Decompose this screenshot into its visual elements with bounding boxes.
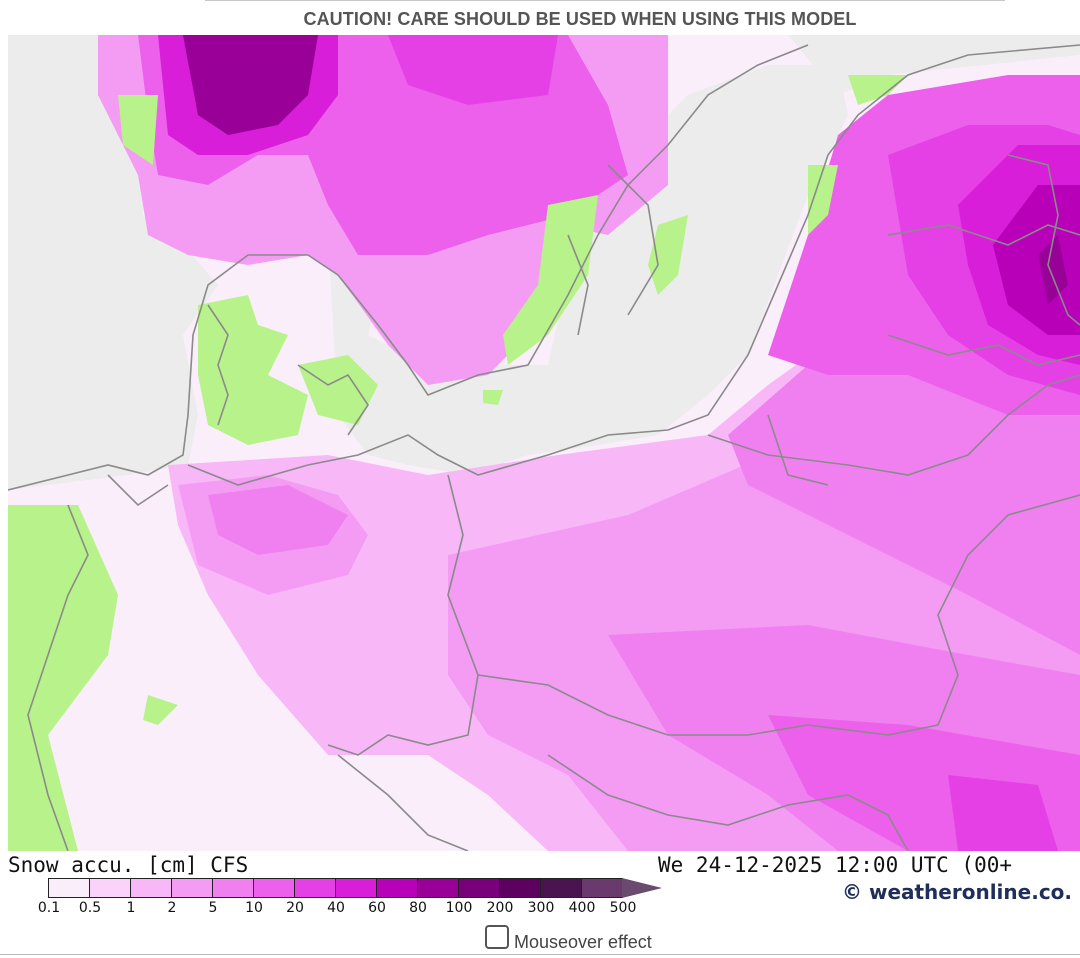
- snow-core-baltics-4: [1038, 235, 1068, 305]
- legend-value: 300: [527, 900, 555, 916]
- legend-swatch: [130, 878, 172, 898]
- legend-swatch: [89, 878, 131, 898]
- legend-value: 80: [409, 900, 427, 916]
- land-no-snow-islands: [298, 355, 378, 425]
- north-sea: [8, 35, 218, 490]
- snow-core-norway-2: [183, 35, 318, 135]
- legend-value: 60: [368, 900, 386, 916]
- legend-value: 0.1: [37, 900, 61, 916]
- legend-swatch: [499, 878, 541, 898]
- legend-value: 40: [327, 900, 345, 916]
- legend-swatch: [48, 878, 90, 898]
- legend-value: 100: [445, 900, 473, 916]
- credit-link[interactable]: © weatheronline.co.: [842, 880, 1073, 904]
- legend-value: 500: [609, 900, 637, 916]
- snow-band-germany-strong: [208, 485, 348, 555]
- top-divider: [205, 0, 1005, 1]
- land-no-snow-gotland: [648, 215, 688, 295]
- legend-swatch: [171, 878, 213, 898]
- legend-value: 20: [286, 900, 304, 916]
- legend-swatch: [335, 878, 377, 898]
- legend-value: 10: [245, 900, 263, 916]
- mouseover-checkbox[interactable]: [485, 924, 509, 949]
- land-no-snow-norway-west: [118, 95, 158, 165]
- legend-swatch: [253, 878, 295, 898]
- legend-value: 200: [486, 900, 514, 916]
- legend-swatch: [581, 878, 623, 898]
- land-no-snow-finland: [848, 75, 908, 105]
- legend-swatch: [540, 878, 582, 898]
- land-no-snow-patch: [143, 695, 178, 725]
- snow-band-east-strong: [728, 335, 1080, 655]
- legend-swatch: [376, 878, 418, 898]
- land-no-snow-sweden-east: [503, 195, 598, 365]
- valid-time: We 24-12-2025 12:00 UTC (00+: [658, 853, 1013, 877]
- legend-value: 400: [568, 900, 596, 916]
- mouseover-toggle[interactable]: Mouseover effect: [485, 920, 652, 953]
- legend-arrow-shape: [622, 878, 662, 898]
- legend-value: 5: [208, 900, 218, 916]
- legend-swatch: [294, 878, 336, 898]
- borders-and-coastlines: [8, 44, 1080, 851]
- bottom-divider: [0, 954, 1080, 955]
- snow-accumulation-map: [8, 35, 1080, 851]
- snow-core-baltics-3: [993, 185, 1080, 335]
- legend-value: 1: [126, 900, 136, 916]
- legend-arrow-icon: [622, 878, 662, 898]
- land-no-snow-bornholm: [483, 390, 503, 405]
- variable-label: Snow accu. [cm] CFS: [8, 853, 249, 877]
- legend-swatch: [212, 878, 254, 898]
- legend-value: 0.5: [78, 900, 102, 916]
- caution-banner: CAUTION! CARE SHOULD BE USED WHEN USING …: [303, 9, 857, 29]
- legend-swatch: [458, 878, 500, 898]
- legend-value: 2: [167, 900, 177, 916]
- land-no-snow-netherlands: [8, 505, 118, 851]
- land-no-snow-latvia-coast: [808, 165, 838, 235]
- snow-core-north: [388, 35, 558, 105]
- mouseover-label: Mouseover effect: [514, 932, 652, 952]
- legend-swatch: [417, 878, 459, 898]
- snow-core-south-2: [948, 775, 1058, 851]
